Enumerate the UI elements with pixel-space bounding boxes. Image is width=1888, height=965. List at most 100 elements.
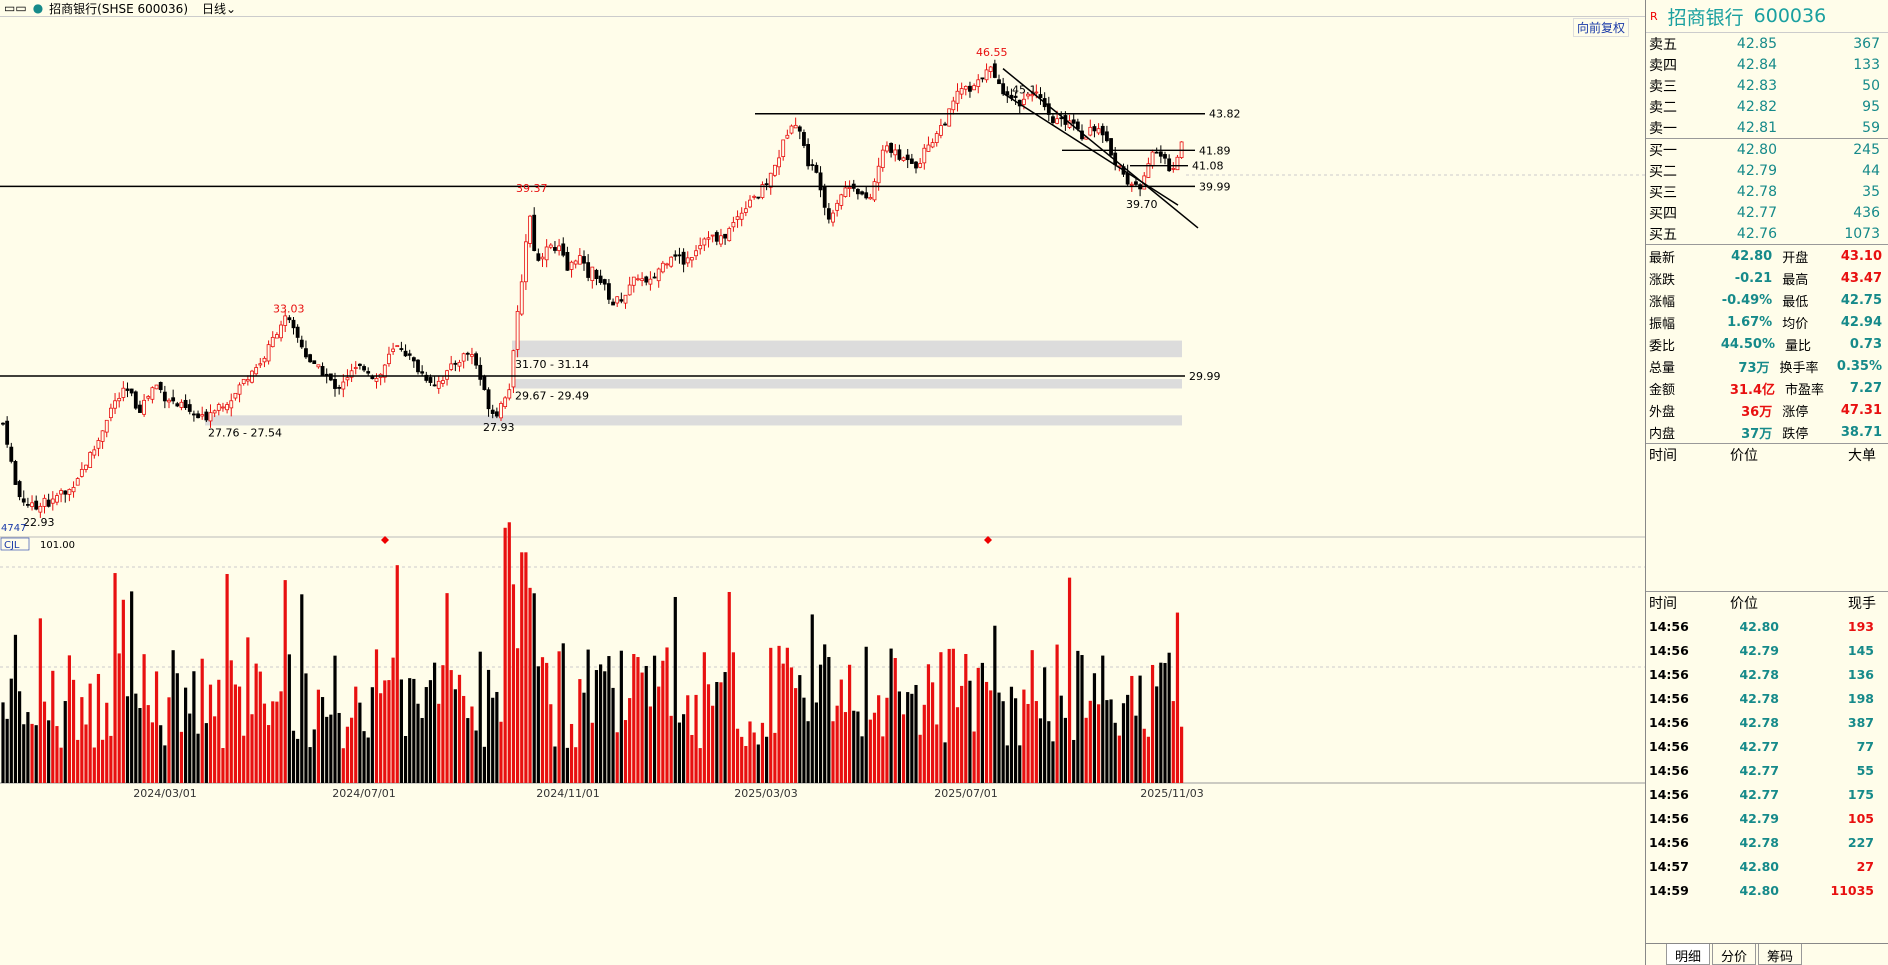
support-line-label: 41.08 bbox=[1192, 160, 1224, 173]
tick-price: 42.78 bbox=[1739, 690, 1779, 706]
volume-bar bbox=[619, 650, 623, 783]
volume-bar bbox=[877, 695, 881, 783]
candle-body bbox=[121, 387, 126, 398]
volume-bar bbox=[1167, 652, 1171, 783]
volume-bar bbox=[391, 657, 395, 783]
volume-bar bbox=[474, 730, 478, 783]
zone-band-label: 31.70 - 31.14 bbox=[515, 358, 589, 371]
candle-body bbox=[470, 354, 474, 357]
volume-bar bbox=[196, 733, 200, 783]
volume-bar bbox=[960, 685, 964, 783]
volume-bar bbox=[640, 672, 644, 783]
tick-time: 14:56 bbox=[1649, 762, 1689, 778]
ask-row: 卖四 42.84 133 bbox=[1646, 54, 1888, 75]
tick-row: 14:56 42.78 136 bbox=[1646, 662, 1888, 686]
tab-price-dist[interactable]: 分价 bbox=[1712, 944, 1757, 965]
volume-bar bbox=[26, 712, 30, 783]
candle-body bbox=[631, 276, 636, 286]
volume-bar bbox=[1171, 701, 1175, 783]
volume-bar bbox=[109, 735, 113, 783]
volume-bar bbox=[702, 652, 706, 783]
tick-qty: 105 bbox=[1847, 810, 1874, 826]
kline-chart[interactable]: 31.70 - 31.14 29.67 - 29.49 27.76 - 27.54 4… bbox=[0, 17, 1645, 965]
candle-body bbox=[710, 234, 715, 237]
bid-label: 买五 bbox=[1649, 226, 1677, 243]
volume-bar bbox=[951, 648, 955, 783]
candle-body bbox=[719, 235, 723, 245]
candle-body bbox=[540, 256, 545, 260]
volume-bar bbox=[101, 739, 105, 783]
candle-body bbox=[1026, 93, 1030, 97]
period-selector[interactable]: 日线⌄ bbox=[202, 1, 237, 16]
volume-bar bbox=[42, 701, 47, 783]
candle-body bbox=[922, 147, 927, 164]
volume-bar bbox=[1051, 741, 1055, 783]
tick-row: 14:59 42.80 11035 bbox=[1646, 878, 1888, 902]
tick-qty: 193 bbox=[1847, 618, 1874, 634]
volume-bar bbox=[989, 690, 993, 783]
tick-row: 14:56 42.79 145 bbox=[1646, 638, 1888, 662]
volume-bar bbox=[167, 697, 171, 783]
candle-body bbox=[449, 363, 454, 370]
tick-price: 42.77 bbox=[1739, 762, 1779, 778]
volume-indicator-value: 101.00 bbox=[40, 540, 75, 551]
volume-bar bbox=[599, 664, 603, 783]
volume-bar bbox=[445, 593, 449, 783]
candle-body bbox=[934, 133, 939, 143]
volume-bar bbox=[669, 715, 673, 783]
candle-body bbox=[669, 256, 674, 267]
ask-row: 卖一 42.81 59 bbox=[1646, 117, 1888, 138]
volume-bar bbox=[1026, 703, 1030, 783]
volume-bar bbox=[1142, 728, 1146, 783]
volume-bar bbox=[835, 705, 839, 783]
candle-body bbox=[333, 379, 337, 389]
candle-body bbox=[490, 409, 495, 414]
candle-body bbox=[582, 256, 586, 264]
ask-label: 卖三 bbox=[1649, 78, 1677, 95]
volume-bar bbox=[225, 573, 229, 783]
candle-body bbox=[55, 495, 59, 503]
candle-body bbox=[287, 317, 292, 321]
ask-row: 卖三 42.83 50 bbox=[1646, 75, 1888, 96]
volume-bar bbox=[964, 653, 968, 783]
volume-bar bbox=[984, 681, 989, 783]
volume-bar bbox=[744, 745, 748, 783]
tick-price: 42.80 bbox=[1739, 882, 1779, 898]
volume-bar bbox=[1009, 686, 1014, 783]
candle-body bbox=[797, 126, 802, 132]
volume-bar bbox=[449, 670, 453, 783]
candle-body bbox=[992, 63, 997, 78]
volume-bar bbox=[657, 686, 661, 783]
tick-time: 14:56 bbox=[1649, 714, 1689, 730]
candle-body bbox=[789, 125, 794, 134]
candle-body bbox=[407, 353, 412, 356]
volume-bar bbox=[1059, 695, 1063, 783]
stat-value: 0.73 bbox=[1849, 336, 1882, 352]
candle-body bbox=[764, 183, 769, 186]
candle-body bbox=[133, 391, 138, 409]
tab-chips[interactable]: 筹码 bbox=[1758, 944, 1803, 965]
candle-body bbox=[777, 157, 781, 168]
candle-body bbox=[75, 478, 80, 486]
candle-body bbox=[79, 468, 84, 477]
volume-bar bbox=[673, 596, 677, 783]
candle-body bbox=[1129, 183, 1134, 186]
stat-row: 涨幅 -0.49% 最低 42.75 bbox=[1646, 289, 1888, 311]
restore-button[interactable]: 向前复权 bbox=[1573, 18, 1630, 37]
volume-bar bbox=[561, 643, 565, 783]
candle-body bbox=[1150, 151, 1155, 167]
candle-body bbox=[947, 108, 952, 127]
volume-bar bbox=[188, 713, 192, 783]
stat-value: 38.71 bbox=[1840, 424, 1882, 440]
candle-body bbox=[362, 366, 366, 371]
volume-bar bbox=[769, 647, 773, 783]
candle-body bbox=[594, 269, 599, 280]
candle-body bbox=[698, 245, 703, 250]
volume-bar bbox=[785, 647, 789, 783]
candle-body bbox=[793, 124, 798, 129]
layout-icon[interactable]: ▭▭ bbox=[4, 1, 27, 15]
volume-bar bbox=[34, 725, 38, 783]
volume-bar bbox=[511, 584, 516, 783]
tab-detail[interactable]: 明细 bbox=[1666, 944, 1711, 965]
volume-bar bbox=[237, 686, 242, 783]
